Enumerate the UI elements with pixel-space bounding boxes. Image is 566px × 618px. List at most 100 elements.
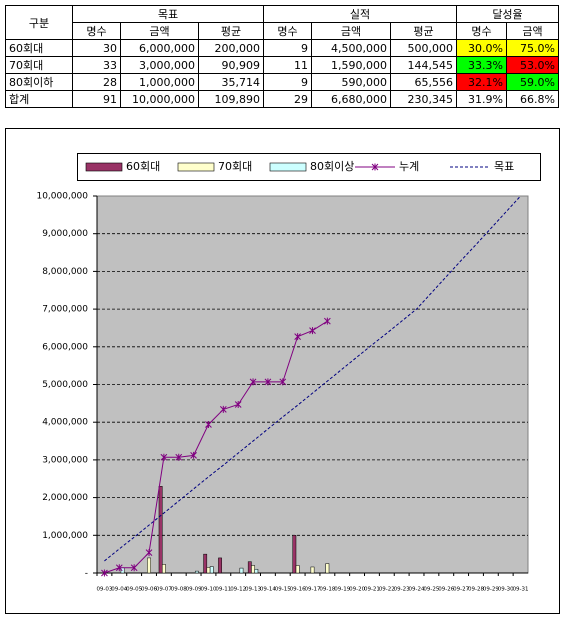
x-tick-label: 09-21 [364,587,380,593]
line-marker [279,378,287,386]
table-cell: 75.0% [506,39,559,57]
x-tick-label: 09-27 [453,587,469,593]
table-cell: 합계 [5,90,73,108]
legend-box [77,153,541,181]
bar [292,535,297,574]
x-tick-label: 09-20 [349,587,365,593]
table-row: 구분 목표 실적 달성율 [5,5,559,40]
x-tick-label: 09-08 [171,587,187,593]
x-tick-label: 09-15 [275,587,291,593]
y-tick-label: 7,000,000 [42,305,88,315]
bar [247,561,252,574]
table-cell: 59.0% [506,73,559,91]
line [104,320,328,574]
bar [218,557,222,574]
table-cell: 6,000,000 [120,39,199,57]
y-tick-label: - [85,569,88,579]
line-marker [234,400,242,408]
line-marker [205,420,212,428]
bar [251,565,255,574]
y-tick-label: 8,000,000 [42,267,88,277]
line-marker [190,451,197,459]
table-cell: 1,000,000 [120,73,199,91]
x-tick-label: 09-05 [126,587,142,593]
table-cell: 29 [263,90,312,108]
bar [161,564,166,574]
x-tick-label: 09-25 [423,587,439,593]
line [104,195,521,562]
x-tick-label: 09-09 [186,587,202,593]
x-tick-label: 09-24 [409,587,425,593]
table-cell: 6,680,000 [311,90,391,108]
y-tick-label: 10,000,000 [36,192,88,202]
table-cell: 1,590,000 [311,56,391,74]
bar [206,567,211,574]
line-marker [294,333,301,341]
y-tick-label: 1,000,000 [42,531,88,541]
x-tick-label: 09-23 [394,587,410,593]
x-tick-label: 09-14 [260,587,276,593]
x-tick-label: 09-17 [305,587,321,593]
bar [310,566,315,574]
y-tick-label: 2,000,000 [42,493,88,503]
line-marker [175,453,183,461]
x-tick-label: 09-28 [468,587,484,593]
table-cell: 60회대 [5,39,73,57]
x-tick-label: 09-31 [513,587,529,593]
x-tick-label: 09-26 [438,587,454,593]
legend-label: 누계 [399,160,419,173]
x-tick-label: 09-29 [483,587,499,593]
y-tick-label: 3,000,000 [42,455,88,465]
summary-table: 구분 목표 실적 달성율 명수 금액 평균 명수 금액 평균 명수 금액 60회대 30 6,000,000… [5,5,559,108]
table-cell: 30.0% [456,39,507,57]
x-tick-label: 09-19 [334,587,350,593]
bar [239,567,244,574]
table-cell: 33.3% [456,56,507,74]
x-tick-label: 09-07 [156,587,172,593]
x-tick-label: 09-06 [141,587,157,593]
table-row: 60회대 30 6,000,000 200,000 9 4,500,000 500,000 3… [5,39,559,57]
x-tick-label: 09-04 [111,587,127,593]
x-tick-label: 09-22 [379,587,395,593]
table-row: 합계 91 10,000,000 109,890 29 6,680,000 230,345 3… [5,90,559,108]
table-cell: 230,345 [390,90,457,108]
y-tick-label: 9,000,000 [42,229,88,239]
x-tick-label: 09-10 [200,587,216,593]
table-cell: 53.0% [506,56,559,74]
legend-label: 80회이상 [310,160,354,173]
bar [158,486,163,574]
line-marker [101,569,108,577]
table-cell: 구분 [5,5,73,40]
y-tick-label: 5,000,000 [42,380,88,390]
table-cell: 90,909 [198,56,264,74]
x-tick-label: 09-30 [498,587,514,593]
x-tick-label: 09-13 [245,587,261,593]
x-tick-label: 09-16 [290,587,306,593]
line-marker [145,549,153,557]
line-marker [249,378,257,386]
table-cell: 4,500,000 [311,39,391,57]
legend-label: 60회대 [126,160,160,173]
table-cell: 30 [72,39,121,57]
table-cell: 144,545 [390,56,457,74]
legend-swatch [177,162,215,172]
table-cell: 32.1% [456,73,507,91]
legend-label: 70회대 [218,160,252,173]
legend-label: 목표 [494,160,514,173]
y-tick-label: 6,000,000 [42,342,88,352]
bar [325,563,330,574]
table-cell: 66.8% [506,90,559,108]
bar [194,570,199,574]
bar [209,566,214,574]
legend-swatch [269,162,307,172]
table-cell: 3,000,000 [120,56,199,74]
table-cell: 11 [263,56,312,74]
line-marker [309,327,316,335]
x-tick-label: 09-11 [215,587,231,593]
line-marker [219,405,227,413]
bar [295,565,300,574]
legend-swatch [85,162,123,172]
table-cell: 명수 [456,22,507,40]
line-marker [264,378,272,386]
